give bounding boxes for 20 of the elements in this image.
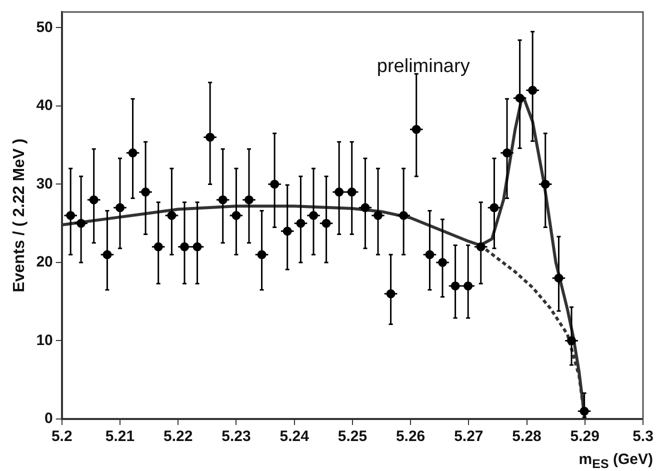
x-tick-label: 5.25 (338, 428, 368, 446)
x-tick-label: 5.22 (164, 428, 193, 446)
y-tick-label: 20 (36, 254, 53, 271)
x-tick-label: 5.26 (396, 428, 426, 446)
y-tick-label: 10 (36, 332, 53, 349)
y-tick-label: 30 (36, 175, 53, 192)
x-tick-label: 5.27 (454, 428, 484, 446)
annotation: preliminary (376, 56, 471, 78)
x-tick-label: 5.28 (512, 428, 542, 446)
y-tick-label: 50 (36, 18, 53, 36)
y-tick-label: 0 (44, 410, 53, 428)
x-tick-label: 5.21 (105, 428, 135, 446)
x-tick-label: 5.24 (280, 428, 310, 446)
y-axis-title: Events / ( 2.22 MeV ) (11, 138, 28, 292)
x-axis-title: m$_{ES}$ (GeV) (578, 451, 653, 471)
x-tick-label: 5.23 (222, 428, 251, 446)
x-tick-label: 5.3 (632, 428, 654, 446)
y-tick-label: 40 (36, 97, 53, 114)
x-tick-label: 5.2 (51, 428, 72, 446)
x-tick-label: 5.29 (570, 428, 600, 446)
